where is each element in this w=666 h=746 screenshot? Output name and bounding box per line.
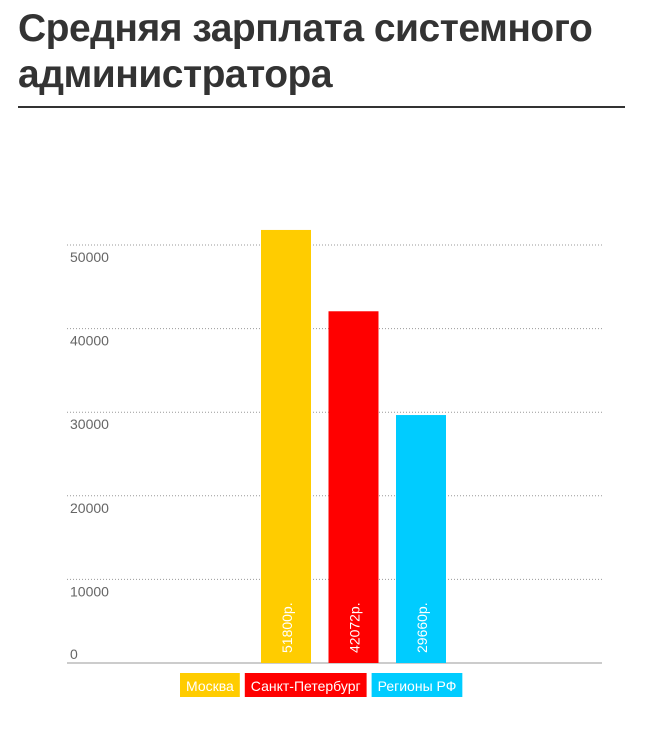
legend-swatch: [244, 673, 367, 697]
y-tick-label: 0: [70, 646, 78, 662]
legend-swatch: [180, 673, 240, 697]
data-label: 42072р.: [347, 602, 363, 653]
bar: [261, 229, 311, 663]
y-tick-label: 50000: [70, 249, 109, 265]
y-tick-label: 40000: [70, 333, 109, 349]
legend-label: Санкт-Петербург: [251, 678, 361, 694]
legend-label: Регионы РФ: [378, 678, 457, 694]
legend-swatch: [371, 673, 463, 697]
legend-label: Москва: [186, 678, 234, 694]
chart-title: Средняя зарплата системного администрато…: [18, 6, 625, 108]
bar: [328, 311, 379, 663]
data-label: 29660р.: [414, 602, 430, 653]
y-tick-label: 10000: [70, 583, 109, 599]
data-label: 51800р.: [279, 602, 295, 653]
y-tick-label: 20000: [70, 500, 109, 516]
bar: [396, 415, 446, 663]
y-tick-label: 30000: [70, 416, 109, 432]
